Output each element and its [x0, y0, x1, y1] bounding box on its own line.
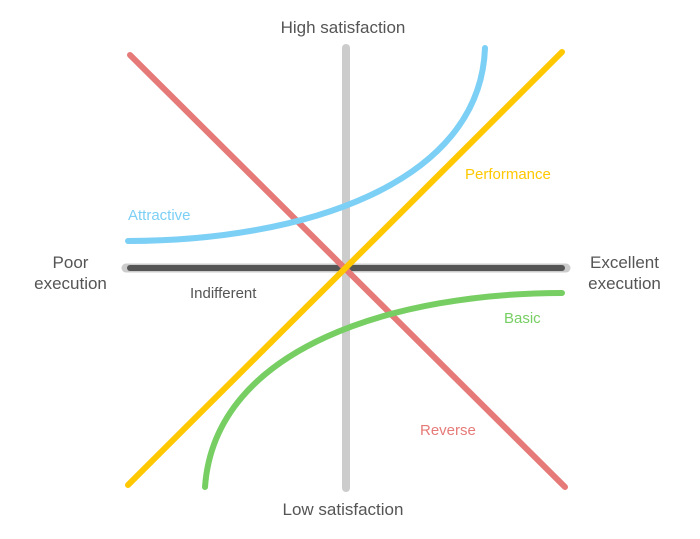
basic-label: Basic: [504, 310, 541, 327]
axis-label-top: High satisfaction: [280, 18, 406, 37]
axis-label-right-line1: Excellent: [590, 253, 659, 272]
axis-label-right: Excellent execution: [572, 252, 677, 294]
axis-label-left-line2: execution: [34, 274, 107, 293]
axis-label-right-line2: execution: [588, 274, 661, 293]
performance-line: [125, 49, 565, 488]
axis-label-left-line1: Poor: [52, 253, 89, 272]
reverse-line: [127, 52, 568, 490]
reverse-label: Reverse: [420, 422, 476, 439]
basic-curve: [202, 290, 565, 490]
performance-label: Performance: [465, 166, 551, 183]
indifferent-label: Indifferent: [190, 285, 257, 302]
attractive-curve: [125, 45, 488, 244]
attractive-label: Attractive: [128, 207, 191, 224]
axis-label-bottom: Low satisfaction: [282, 500, 404, 519]
axis-label-left: Poor execution: [18, 252, 123, 294]
